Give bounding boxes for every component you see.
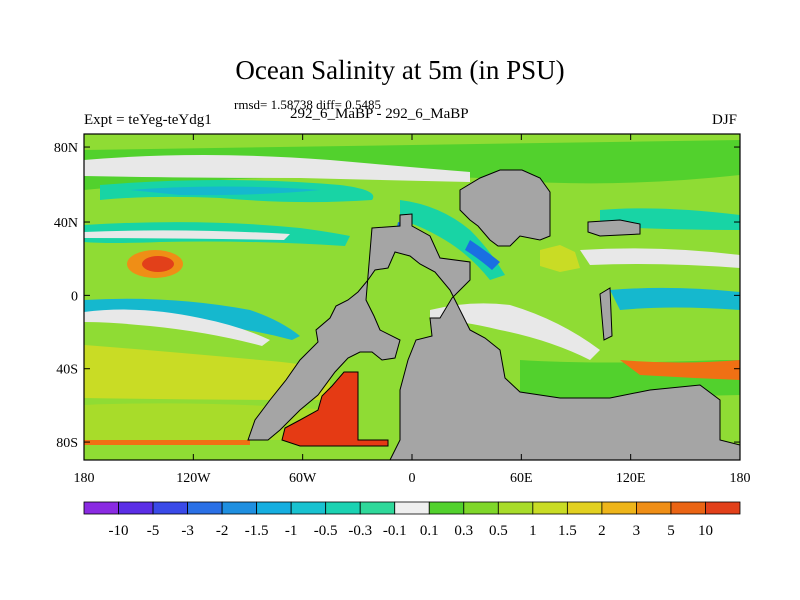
- near-zero-band-equatorial: [84, 309, 270, 346]
- blue-channel: [465, 240, 500, 270]
- y-tick-label: 40N: [54, 216, 78, 231]
- colorbar-swatch: [428, 501, 465, 515]
- colorbar-swatch: [705, 501, 741, 515]
- x-tick-label: 60E: [510, 471, 533, 486]
- colorbar-label: -5: [147, 523, 160, 539]
- comparison-label: 292_6_MaBP - 292_6_MaBP: [290, 106, 469, 122]
- colorbar-label: 5: [667, 523, 675, 539]
- x-tick-label: 60W: [289, 471, 317, 486]
- colorbar-swatch: [325, 501, 361, 515]
- colorbar-label: -1: [285, 523, 298, 539]
- cyan-band-east: [610, 287, 740, 310]
- land-east-strip: [599, 287, 613, 341]
- colorbar-label: 0.1: [420, 523, 439, 539]
- colorbar-swatch: [118, 501, 154, 515]
- land-main: [247, 213, 740, 460]
- orange-patch-east: [620, 360, 740, 380]
- colorbar-swatch: [566, 501, 603, 515]
- colorbar-label: 1: [529, 523, 537, 539]
- near-zero-band-arctic: [84, 155, 470, 182]
- colorbar-label: -0.5: [314, 523, 338, 539]
- x-axis: 180 120W 60W 0 60E 120E 180: [74, 134, 751, 486]
- colorbar-swatch: [670, 501, 706, 515]
- y-tick-label: 40S: [56, 363, 78, 378]
- y-tick-label: 0: [71, 289, 78, 304]
- colorbar-swatch: [290, 501, 327, 515]
- yellow-patch-east: [540, 245, 580, 272]
- teal-channel: [400, 200, 505, 280]
- red-core-west: [142, 256, 174, 272]
- colorbar-label: -0.3: [348, 523, 372, 539]
- colorbar-label: 1.5: [558, 523, 577, 539]
- colorbar-swatch: [187, 501, 223, 515]
- colorbar-swatch: [394, 501, 430, 515]
- season-label: DJF: [712, 112, 738, 128]
- x-tick-label: 180: [730, 471, 751, 486]
- y-tick-label: 80N: [54, 141, 78, 156]
- colorbar-swatch: [601, 501, 637, 515]
- land-north-block: [459, 169, 551, 247]
- colorbar-label: 3: [633, 523, 641, 539]
- x-tick-label: 180: [74, 471, 95, 486]
- y-tick-label: 80S: [56, 436, 78, 451]
- colorbar-swatch: [256, 501, 292, 515]
- x-tick-label: 120E: [616, 471, 646, 486]
- plot-title: Ocean Salinity at 5m (in PSU): [235, 55, 565, 85]
- colorbar-label: 0.5: [489, 523, 508, 539]
- colorbar-swatch: [463, 501, 499, 515]
- colorbar-swatch: [152, 501, 188, 515]
- cyan-band-north: [130, 186, 320, 196]
- colorbar-swatch: [636, 501, 672, 515]
- colorbar-label: 10: [698, 523, 713, 539]
- colorbar-label: 0.3: [454, 523, 473, 539]
- near-zero-band-east-mid: [580, 248, 740, 268]
- yellow-band-south: [84, 345, 330, 400]
- colorbar: -10 -5 -3 -2 -1.5 -1 -0.5 -0.3 -0.1 0.1 0.3 0.5 1 1.5…: [83, 501, 741, 539]
- colorbar-label: 2: [598, 523, 606, 539]
- colorbar-label: -1.5: [245, 523, 269, 539]
- salinity-field: [84, 134, 740, 460]
- experiment-label: Expt = teYeg-teYdg1: [84, 112, 212, 128]
- x-tick-label: 0: [409, 471, 416, 486]
- colorbar-swatch: [83, 501, 119, 515]
- near-zero-band-mid: [84, 230, 290, 240]
- rmsd-diff-stats: rmsd= 1.58738 diff= 0.5485: [234, 97, 381, 112]
- colorbar-swatch: [359, 501, 396, 515]
- colorbar-swatch: [221, 501, 258, 515]
- land-east-island: [587, 219, 641, 237]
- colorbar-label: -10: [109, 523, 129, 539]
- y-axis: 80N 40N 0 40S 80S: [54, 141, 740, 451]
- colorbar-label: -3: [181, 523, 194, 539]
- colorbar-swatch: [497, 501, 534, 515]
- colorbar-label: -0.1: [383, 523, 407, 539]
- colorbar-swatch: [532, 501, 568, 515]
- red-southern-basin: [281, 371, 389, 447]
- southern-edge-orange: [84, 440, 250, 445]
- colorbar-label: -2: [216, 523, 229, 539]
- near-zero-band-east: [430, 303, 600, 360]
- x-tick-label: 120W: [176, 471, 211, 486]
